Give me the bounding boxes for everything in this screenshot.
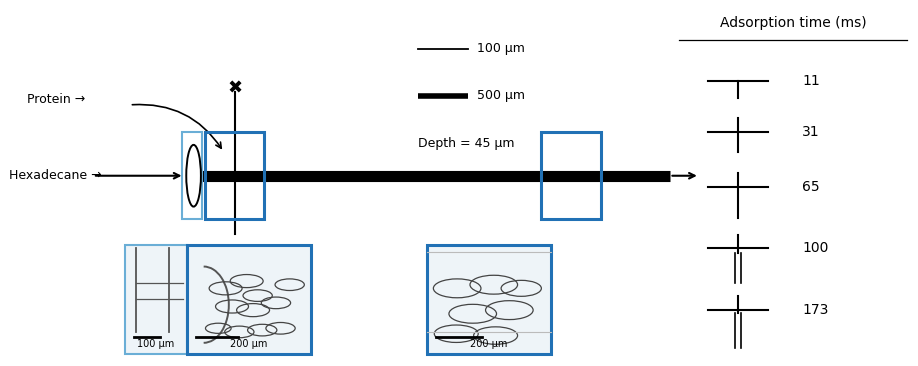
- FancyArrowPatch shape: [132, 105, 221, 148]
- Text: 200 μm: 200 μm: [470, 339, 508, 350]
- Text: 500 μm: 500 μm: [477, 89, 525, 102]
- Text: 173: 173: [802, 303, 829, 317]
- Text: Hexadecane →: Hexadecane →: [8, 169, 101, 182]
- Text: 100: 100: [802, 242, 829, 255]
- Ellipse shape: [186, 145, 201, 207]
- Text: 200 μm: 200 μm: [230, 339, 268, 350]
- Text: 100 μm: 100 μm: [477, 42, 525, 55]
- Text: 11: 11: [802, 74, 820, 88]
- Bar: [542, 132, 601, 219]
- Bar: [205, 132, 264, 219]
- Text: Protein →: Protein →: [27, 93, 85, 106]
- Text: 65: 65: [802, 180, 820, 194]
- Bar: [125, 245, 187, 354]
- Bar: [187, 245, 310, 354]
- Bar: [427, 245, 551, 354]
- Text: Depth = 45 μm: Depth = 45 μm: [418, 137, 514, 150]
- Text: Adsorption time (ms): Adsorption time (ms): [720, 16, 867, 30]
- Text: 31: 31: [802, 125, 820, 139]
- Bar: [182, 132, 202, 219]
- Text: ✖: ✖: [228, 79, 242, 98]
- Text: 100 μm: 100 μm: [138, 339, 174, 350]
